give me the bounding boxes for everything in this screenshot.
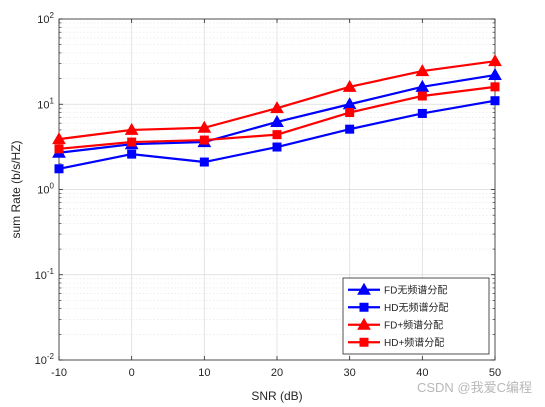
y-tick-label: 102: [37, 11, 54, 26]
y-tick-label: 101: [37, 96, 54, 111]
data-point: [52, 132, 66, 145]
data-point: [417, 108, 427, 118]
series-3: [52, 54, 502, 145]
legend-label: FD+频谱分配: [384, 318, 443, 331]
data-point: [54, 164, 64, 174]
legend-label: HD+频谱分配: [384, 336, 444, 349]
y-tick-label: 10-1: [35, 267, 55, 282]
data-point: [417, 91, 427, 101]
data-point: [270, 114, 284, 127]
series-layer: [52, 54, 502, 174]
data-point: [345, 124, 355, 134]
legend-swatch-marker: [359, 337, 369, 347]
data-point: [415, 64, 430, 77]
x-axis-title: SNR (dB): [251, 389, 302, 403]
data-point: [124, 122, 139, 135]
series-4: [54, 82, 500, 154]
data-point: [272, 142, 282, 152]
legend-entry: HD无频谱分配: [348, 301, 448, 314]
data-point: [127, 149, 137, 159]
x-tick-labels: -10 0 10 20 30 40 50: [51, 367, 501, 379]
x-tick-label: 50: [489, 367, 501, 379]
x-tick-label: 0: [129, 367, 135, 379]
legend-swatch-marker: [357, 282, 371, 295]
data-point: [127, 137, 137, 147]
x-tick-label: 10: [198, 367, 210, 379]
data-point: [54, 144, 64, 154]
data-point: [270, 101, 284, 114]
data-point: [488, 54, 502, 67]
x-tick-label: 30: [344, 367, 356, 379]
legend: FD无频谱分配 HD无频谱分配 FD+频谱分配 HD+频谱分配: [342, 277, 490, 355]
data-point: [272, 130, 282, 140]
legend-swatch-marker: [359, 302, 369, 312]
y-tick-label: 10-2: [35, 352, 55, 367]
legend-entry: FD无频谱分配: [348, 282, 447, 296]
y-axis-title: sum Rate (b/s/HZ): [9, 140, 23, 238]
y-tick-labels: 10-2 10-1 100 101 102: [35, 11, 55, 367]
data-point: [488, 68, 502, 81]
series-2: [54, 96, 500, 174]
legend-swatch-marker: [357, 317, 371, 330]
data-point: [345, 108, 355, 118]
x-tick-label: 20: [271, 367, 283, 379]
data-point: [490, 82, 500, 92]
x-tick-label: -10: [51, 367, 67, 379]
legend-label: HD无频谱分配: [384, 301, 448, 314]
data-point: [197, 120, 212, 133]
legend-entry: FD+频谱分配: [348, 317, 443, 331]
data-point: [490, 96, 500, 106]
y-tick-label: 100: [37, 182, 54, 197]
data-point: [199, 157, 209, 167]
x-tick-label: 40: [416, 367, 428, 379]
legend-label: FD无频谱分配: [384, 283, 447, 296]
watermark: CSDN @我爱C编程: [417, 380, 532, 395]
data-point: [199, 135, 209, 145]
data-point: [415, 79, 430, 92]
legend-entry: HD+频谱分配: [348, 336, 444, 349]
data-point: [342, 79, 357, 92]
